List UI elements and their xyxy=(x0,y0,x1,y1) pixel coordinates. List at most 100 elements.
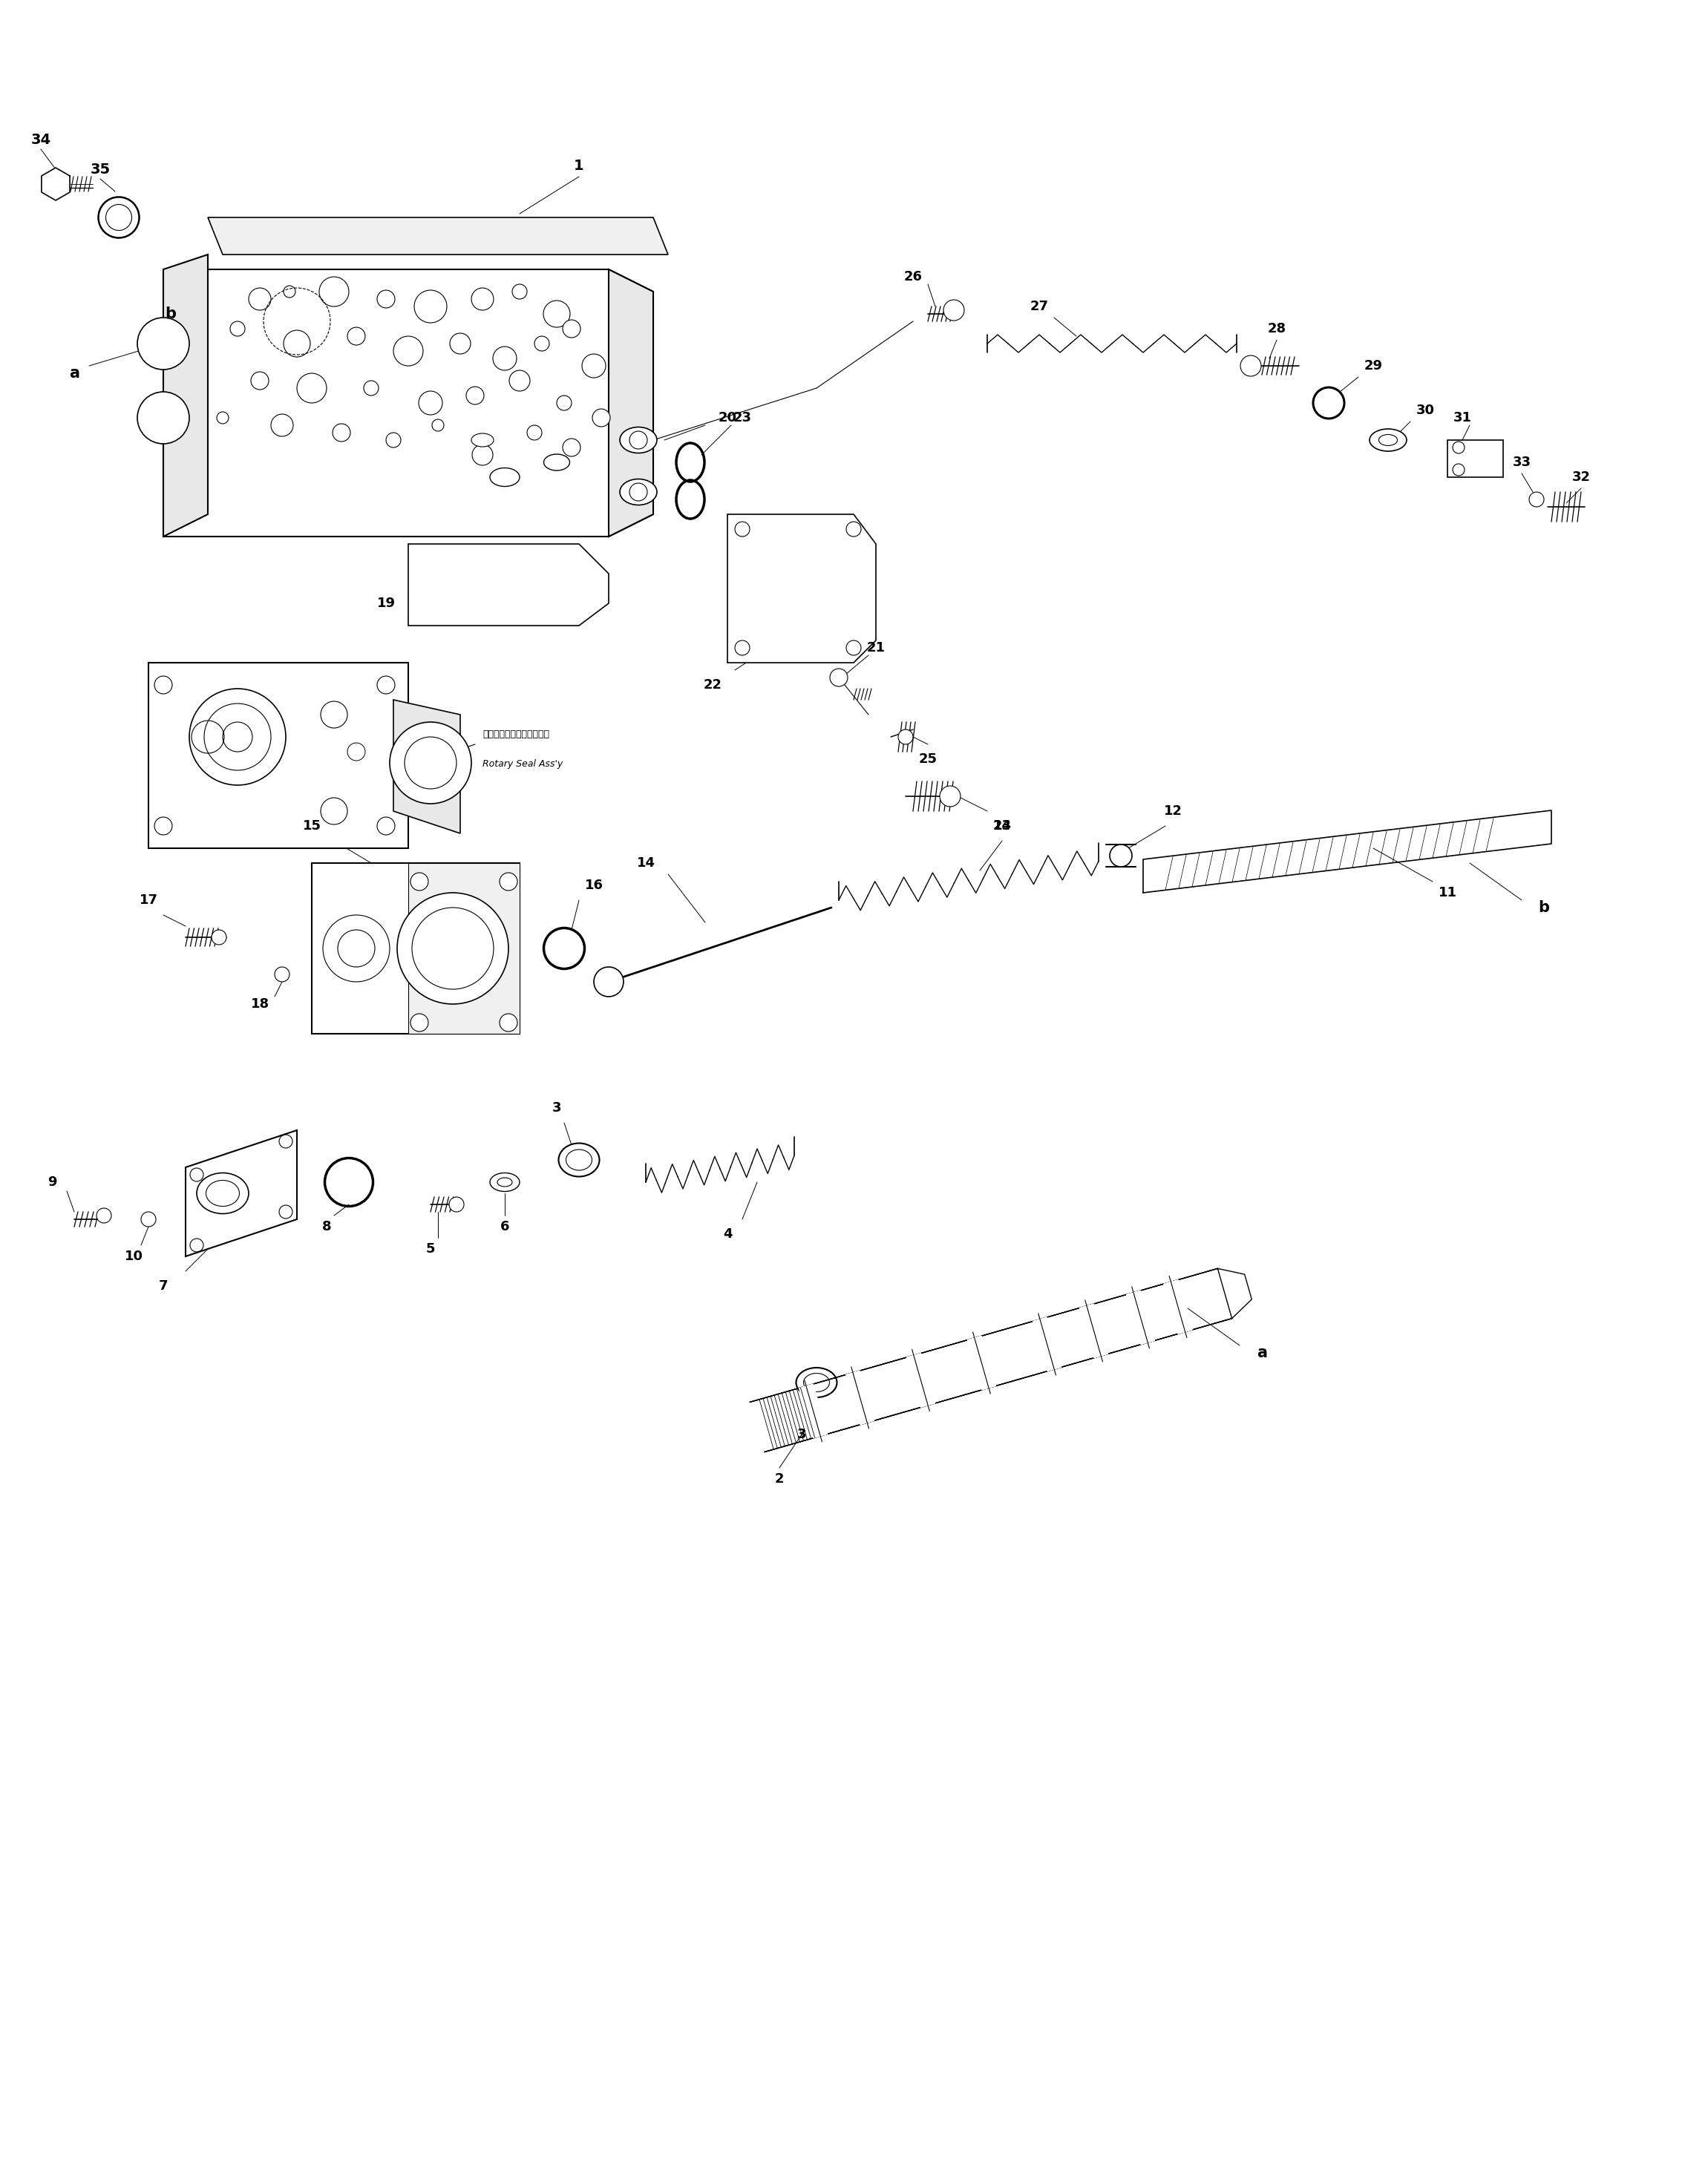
Circle shape xyxy=(472,288,494,310)
Text: 29: 29 xyxy=(1363,358,1382,373)
Text: 19: 19 xyxy=(377,596,396,609)
Ellipse shape xyxy=(106,205,131,232)
Ellipse shape xyxy=(620,478,657,505)
Text: Rotary Seal Ass'y: Rotary Seal Ass'y xyxy=(482,760,563,769)
Circle shape xyxy=(593,408,610,426)
Ellipse shape xyxy=(497,1177,512,1186)
Circle shape xyxy=(512,284,527,299)
Circle shape xyxy=(494,347,517,371)
Ellipse shape xyxy=(490,467,519,487)
Ellipse shape xyxy=(197,1173,249,1214)
Polygon shape xyxy=(1164,1280,1193,1334)
Text: a: a xyxy=(69,367,79,380)
Circle shape xyxy=(431,419,443,430)
Circle shape xyxy=(386,432,401,448)
Text: 28: 28 xyxy=(1267,321,1286,336)
Ellipse shape xyxy=(566,1149,591,1171)
Ellipse shape xyxy=(472,432,494,448)
Circle shape xyxy=(347,328,366,345)
Circle shape xyxy=(509,371,531,391)
Circle shape xyxy=(418,391,443,415)
Circle shape xyxy=(831,668,848,686)
Circle shape xyxy=(499,874,517,891)
Circle shape xyxy=(563,319,580,339)
Text: 24: 24 xyxy=(992,819,1011,832)
Polygon shape xyxy=(408,544,608,625)
Circle shape xyxy=(249,288,271,310)
Circle shape xyxy=(204,703,271,771)
Text: 20: 20 xyxy=(718,411,736,424)
Circle shape xyxy=(467,387,484,404)
Text: 32: 32 xyxy=(1572,470,1591,485)
Text: 1: 1 xyxy=(575,159,585,173)
Circle shape xyxy=(1240,356,1260,376)
Ellipse shape xyxy=(544,454,570,470)
Text: 15: 15 xyxy=(303,819,322,832)
Circle shape xyxy=(337,930,374,968)
Text: 35: 35 xyxy=(89,162,110,177)
Ellipse shape xyxy=(795,1367,837,1398)
Text: 17: 17 xyxy=(140,893,158,906)
Text: 7: 7 xyxy=(158,1280,168,1293)
Circle shape xyxy=(275,968,290,983)
Text: 12: 12 xyxy=(1164,804,1183,817)
Polygon shape xyxy=(967,1337,996,1389)
Circle shape xyxy=(155,677,172,695)
Circle shape xyxy=(450,334,470,354)
Circle shape xyxy=(320,701,347,727)
Circle shape xyxy=(364,380,379,395)
Polygon shape xyxy=(1218,1269,1252,1319)
Text: 9: 9 xyxy=(47,1175,57,1188)
Polygon shape xyxy=(312,863,519,1033)
Text: 6: 6 xyxy=(500,1221,509,1234)
Text: a: a xyxy=(1257,1345,1267,1361)
Text: 31: 31 xyxy=(1452,411,1471,424)
Circle shape xyxy=(940,786,960,806)
Text: 33: 33 xyxy=(1513,456,1532,470)
Polygon shape xyxy=(42,168,69,201)
Circle shape xyxy=(735,522,750,537)
Ellipse shape xyxy=(1370,428,1407,452)
Text: 2: 2 xyxy=(775,1472,784,1485)
Text: 27: 27 xyxy=(1030,299,1048,312)
Circle shape xyxy=(404,736,457,788)
Circle shape xyxy=(377,817,394,834)
Text: 4: 4 xyxy=(723,1227,731,1241)
Circle shape xyxy=(411,909,494,989)
Circle shape xyxy=(1110,845,1132,867)
Text: 13: 13 xyxy=(992,819,1011,832)
Text: 14: 14 xyxy=(637,856,655,869)
Ellipse shape xyxy=(1378,435,1397,446)
Circle shape xyxy=(136,317,189,369)
Circle shape xyxy=(630,430,647,450)
Text: 34: 34 xyxy=(30,133,51,146)
Circle shape xyxy=(593,968,623,996)
Circle shape xyxy=(581,354,605,378)
Circle shape xyxy=(222,723,253,751)
Polygon shape xyxy=(163,256,207,537)
Circle shape xyxy=(846,640,861,655)
Circle shape xyxy=(630,483,647,500)
Polygon shape xyxy=(1127,1291,1154,1345)
Polygon shape xyxy=(163,269,654,537)
Text: b: b xyxy=(1538,900,1550,915)
Circle shape xyxy=(543,301,570,328)
Circle shape xyxy=(499,1013,517,1031)
Polygon shape xyxy=(1142,810,1552,893)
Polygon shape xyxy=(1080,1304,1109,1358)
Polygon shape xyxy=(408,863,519,1033)
Circle shape xyxy=(735,640,750,655)
Circle shape xyxy=(411,874,428,891)
Circle shape xyxy=(1528,491,1543,507)
Circle shape xyxy=(398,893,509,1005)
Polygon shape xyxy=(728,513,876,662)
Circle shape xyxy=(527,426,543,439)
Polygon shape xyxy=(185,1129,297,1256)
Text: b: b xyxy=(165,306,177,321)
Polygon shape xyxy=(148,662,408,847)
Circle shape xyxy=(271,415,293,437)
Circle shape xyxy=(96,1208,111,1223)
Circle shape xyxy=(563,439,580,456)
Polygon shape xyxy=(750,1269,1232,1452)
Circle shape xyxy=(846,522,861,537)
